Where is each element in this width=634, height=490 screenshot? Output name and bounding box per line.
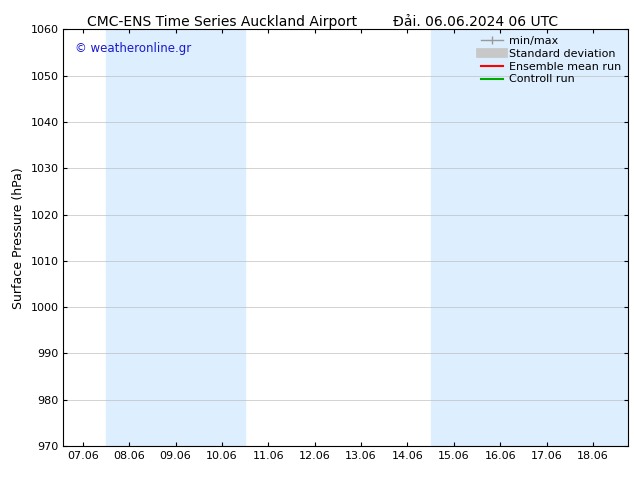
Bar: [430, 29, 570, 446]
Text: Đải. 06.06.2024 06 UTC: Đải. 06.06.2024 06 UTC: [393, 15, 558, 29]
Y-axis label: Surface Pressure (hPa): Surface Pressure (hPa): [12, 167, 25, 309]
Bar: [570, 29, 628, 446]
Text: © weatheronline.gr: © weatheronline.gr: [75, 42, 191, 55]
Legend: min/max, Standard deviation, Ensemble mean run, Controll run: min/max, Standard deviation, Ensemble me…: [477, 33, 624, 88]
Bar: [106, 29, 245, 446]
Text: CMC-ENS Time Series Auckland Airport: CMC-ENS Time Series Auckland Airport: [87, 15, 357, 29]
